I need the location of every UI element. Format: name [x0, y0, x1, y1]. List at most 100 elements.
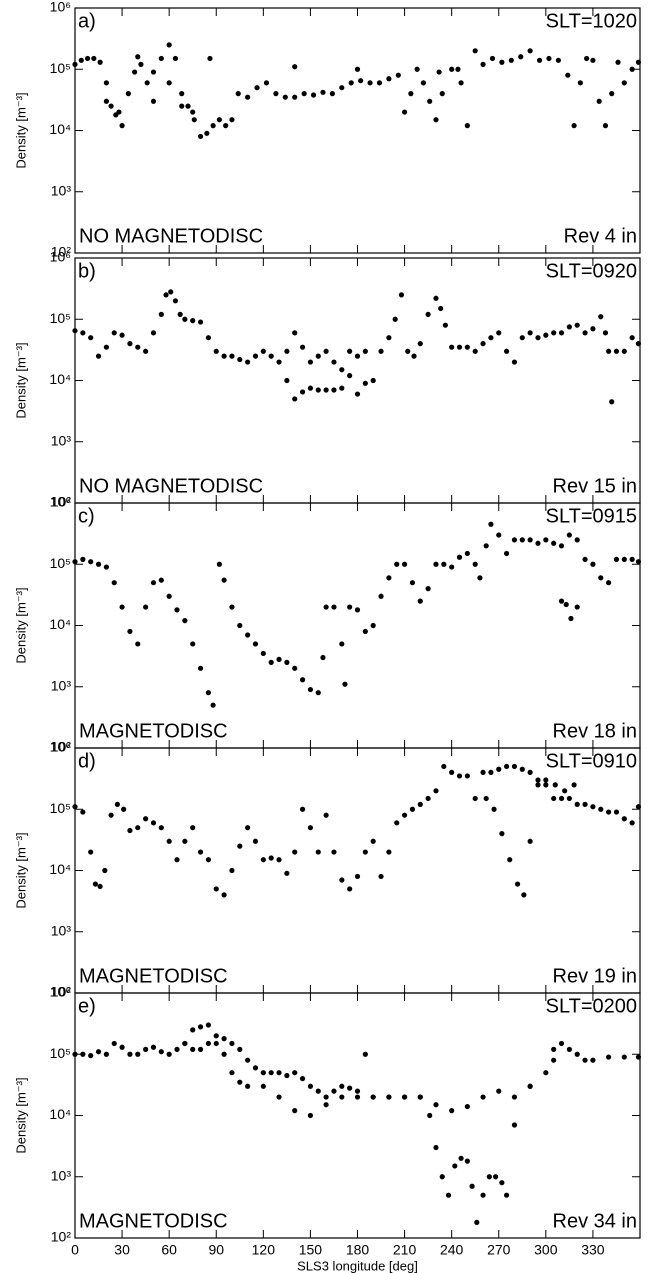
data-point	[307, 359, 314, 365]
data-point	[88, 849, 94, 855]
data-point	[339, 877, 345, 883]
data-point	[477, 575, 483, 581]
y-tick-label: 10⁶	[50, 984, 71, 1000]
data-point	[452, 1163, 458, 1169]
panel-label: a)	[78, 10, 96, 32]
data-point	[179, 91, 185, 97]
data-point	[535, 782, 541, 788]
data-point	[260, 857, 266, 863]
data-point	[245, 94, 251, 100]
data-point	[213, 1040, 219, 1047]
data-point	[558, 543, 565, 549]
data-point	[229, 604, 235, 610]
y-tick-label: 10⁵	[50, 60, 71, 76]
data-point	[613, 809, 620, 815]
data-point	[191, 117, 197, 123]
data-point	[362, 849, 368, 855]
data-point	[427, 1112, 433, 1119]
data-point	[543, 782, 549, 788]
y-tick-label: 10⁶	[50, 249, 71, 265]
data-point	[527, 330, 533, 336]
data-point	[102, 867, 108, 874]
data-point	[229, 867, 235, 874]
data-point	[315, 387, 321, 393]
data-point	[88, 559, 94, 565]
panel-frame	[74, 257, 641, 504]
data-point	[292, 1070, 298, 1076]
data-point	[527, 1083, 533, 1089]
data-point	[496, 1088, 502, 1094]
data-point	[362, 1051, 368, 1057]
data-point	[190, 109, 196, 115]
data-point	[72, 1051, 78, 1057]
data-point	[323, 812, 329, 818]
data-point	[417, 1094, 423, 1100]
data-point	[613, 556, 620, 563]
data-point	[158, 577, 164, 583]
disc-label: NO MAGNETODISC	[79, 475, 263, 497]
data-point	[237, 1046, 243, 1053]
data-point	[150, 98, 157, 104]
data-point	[488, 769, 494, 775]
data-point	[252, 353, 259, 359]
data-point	[260, 650, 266, 657]
data-point	[370, 622, 376, 629]
data-point	[405, 348, 411, 354]
data-point	[331, 849, 337, 855]
y-tick-label: 10²	[51, 244, 72, 260]
data-point	[323, 1102, 329, 1108]
data-point	[292, 94, 298, 100]
data-point	[464, 773, 470, 779]
data-point	[174, 1046, 180, 1053]
data-point	[354, 353, 361, 359]
data-point	[284, 659, 290, 665]
data-point	[425, 586, 431, 592]
data-point	[237, 843, 243, 849]
y-axis-label: Density [m⁻³]	[13, 587, 28, 663]
y-tick-label: 10⁵	[50, 310, 71, 326]
data-point	[436, 69, 442, 75]
data-point	[204, 130, 210, 136]
data-point	[449, 564, 455, 570]
data-point	[354, 873, 361, 880]
data-point	[511, 763, 518, 770]
data-point	[282, 94, 288, 100]
data-point	[370, 1094, 376, 1100]
data-point	[354, 1088, 361, 1094]
data-point	[331, 359, 337, 365]
data-point	[185, 103, 191, 109]
data-point	[635, 804, 642, 810]
data-point	[245, 359, 251, 365]
data-point	[235, 91, 241, 97]
data-point	[135, 54, 141, 60]
rev-label: Rev 15 in	[553, 475, 638, 497]
data-point	[503, 1192, 510, 1198]
data-point	[339, 1083, 345, 1089]
data-point	[80, 330, 86, 336]
data-point	[150, 580, 157, 586]
data-point	[299, 1076, 306, 1082]
x-tick-label: 60	[161, 1242, 177, 1258]
data-point	[521, 892, 527, 898]
data-point	[408, 91, 414, 97]
data-point	[111, 1040, 117, 1047]
data-point	[135, 641, 141, 647]
data-point	[284, 870, 290, 876]
data-point	[472, 561, 478, 567]
data-point	[378, 348, 384, 354]
data-point	[590, 1057, 596, 1063]
x-tick-label: 0	[71, 1242, 79, 1258]
data-point	[143, 816, 149, 822]
data-point	[150, 330, 157, 336]
data-point	[433, 561, 439, 567]
data-point	[449, 344, 455, 350]
data-point	[166, 593, 172, 599]
data-point	[543, 777, 549, 783]
data-point	[425, 795, 431, 802]
data-point	[441, 763, 447, 770]
data-point	[474, 1219, 480, 1225]
data-point	[213, 1033, 219, 1039]
data-point	[347, 1085, 353, 1091]
data-point	[237, 1079, 243, 1085]
data-point	[348, 80, 354, 86]
